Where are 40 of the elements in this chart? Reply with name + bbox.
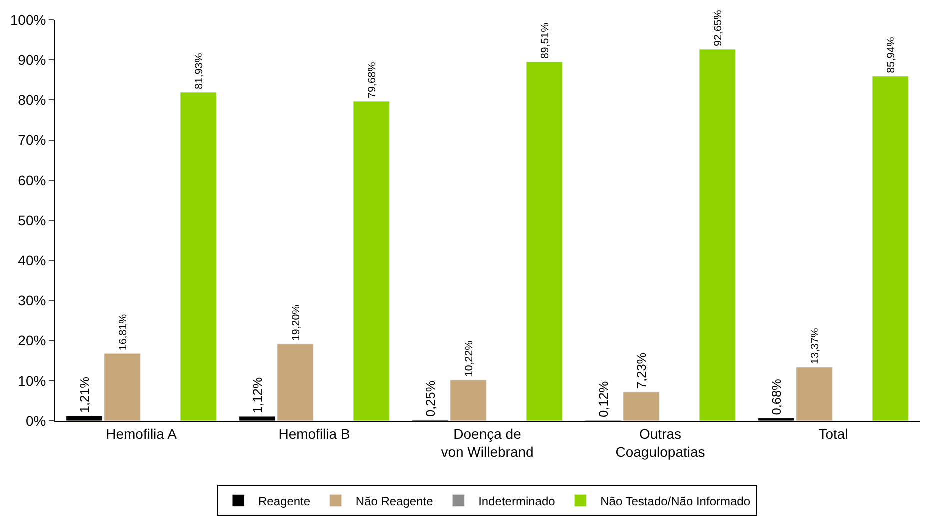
bar (180, 92, 217, 421)
y-tick-label: 70% (18, 132, 46, 148)
data-label: 89,51% (539, 22, 552, 60)
x-tick-label: Total (818, 426, 848, 442)
y-tick-label: 10% (18, 372, 46, 389)
data-label: 0,25% (422, 380, 438, 417)
data-label: 85,94% (885, 36, 898, 74)
data-label: 1,21% (76, 376, 92, 414)
data-label: 13,37% (809, 328, 822, 364)
y-tick-label: 100% (10, 12, 46, 28)
data-label: 16,81% (117, 314, 130, 351)
data-label: 19,20% (290, 304, 302, 342)
data-label: 7,23% (634, 352, 650, 390)
x-tick-label: Hemofilia B (278, 426, 350, 442)
x-tick-label: Outras Coagulopatias (616, 426, 706, 460)
x-tick-label: Doença de von Willebrand (441, 426, 534, 460)
y-tick-label: 40% (18, 252, 46, 268)
y-tick-label: 30% (18, 292, 46, 309)
legend-label: Indeterminado (478, 494, 556, 508)
legend-label: Não Reagente (356, 494, 434, 508)
y-tick-label: 0% (26, 412, 46, 429)
data-label: 92,65% (712, 10, 724, 46)
y-tick-label: 20% (18, 332, 46, 349)
legend-label: Reagente (258, 494, 311, 508)
legend-label: Não Testado/Não Informado (600, 494, 751, 508)
data-label: 0,12% (596, 381, 611, 418)
data-label: 81,93% (193, 52, 206, 90)
bar (699, 49, 736, 421)
bar (872, 76, 909, 421)
y-tick-label: 80% (18, 92, 46, 108)
y-tick-label: 90% (18, 52, 46, 68)
data-label: 0,68% (768, 379, 784, 416)
bar (353, 101, 390, 421)
data-label: 10,22% (463, 340, 476, 378)
bar (526, 62, 563, 421)
x-tick-label: Hemofilia A (106, 426, 178, 442)
y-tick-label: 50% (18, 212, 46, 228)
data-label: 1,12% (250, 377, 265, 414)
y-tick-label: 60% (18, 172, 46, 188)
data-label: 79,68% (366, 62, 378, 98)
